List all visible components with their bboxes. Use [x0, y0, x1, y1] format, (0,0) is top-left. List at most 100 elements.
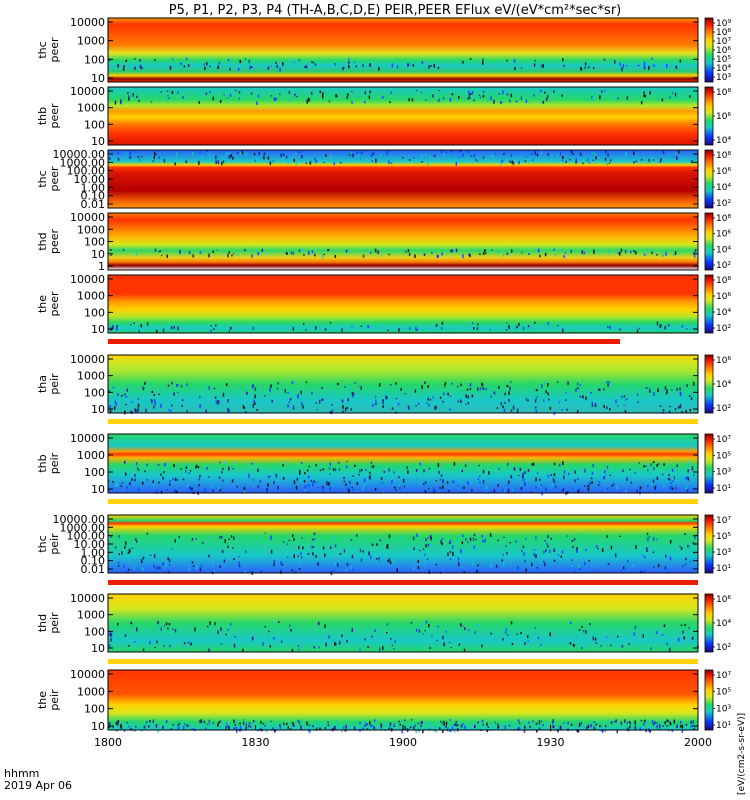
- noise-speck: [640, 158, 643, 161]
- panel-1-spectrogram: [108, 18, 698, 82]
- noise-speck: [591, 481, 593, 484]
- y-tick-label: 10.00: [74, 173, 106, 186]
- noise-speck: [206, 625, 209, 628]
- noise-speck: [603, 404, 605, 408]
- noise-speck: [592, 636, 595, 641]
- noise-speck: [421, 161, 423, 163]
- noise-speck: [607, 383, 609, 387]
- noise-speck: [187, 725, 190, 727]
- noise-speck: [250, 66, 253, 69]
- noise-speck: [676, 724, 678, 728]
- noise-speck: [648, 536, 651, 538]
- noise-speck: [233, 720, 235, 724]
- noise-speck: [167, 557, 169, 560]
- noise-speck: [312, 61, 315, 64]
- noise-speck: [468, 629, 470, 631]
- noise-speck: [524, 560, 526, 562]
- panel-4-ylabel: thd peer: [36, 229, 61, 255]
- noise-speck: [452, 480, 454, 483]
- noise-speck: [672, 92, 674, 94]
- noise-speck: [535, 477, 537, 482]
- noise-speck: [652, 537, 655, 541]
- colorbar-tick-label: 10³: [716, 548, 731, 558]
- noise-speck: [345, 568, 347, 572]
- noise-speck: [524, 725, 526, 729]
- noise-speck: [399, 720, 402, 723]
- noise-speck: [505, 557, 507, 560]
- noise-speck: [666, 389, 668, 394]
- noise-speck: [244, 58, 247, 60]
- noise-speck: [485, 485, 488, 490]
- noise-speck: [227, 399, 229, 403]
- noise-speck: [270, 95, 273, 97]
- noise-speck: [634, 720, 636, 724]
- noise-speck: [479, 96, 482, 98]
- noise-speck: [365, 722, 367, 727]
- noise-speck: [650, 463, 652, 467]
- noise-speck: [232, 547, 234, 549]
- noise-speck: [552, 478, 555, 481]
- noise-speck: [449, 551, 452, 553]
- noise-speck: [382, 399, 384, 402]
- noise-speck: [670, 482, 672, 484]
- noise-speck: [237, 67, 240, 71]
- noise-speck: [419, 483, 422, 486]
- noise-speck: [608, 474, 610, 477]
- noise-speck: [366, 723, 369, 725]
- noise-speck: [207, 548, 209, 551]
- noise-speck: [639, 487, 641, 490]
- noise-speck: [352, 475, 354, 477]
- noise-speck: [375, 402, 377, 406]
- noise-speck: [665, 554, 667, 558]
- noise-speck: [351, 555, 354, 559]
- noise-speck: [188, 567, 191, 572]
- noise-speck: [165, 622, 168, 626]
- noise-speck: [428, 65, 430, 69]
- noise-speck: [426, 558, 429, 560]
- noise-speck: [178, 536, 180, 539]
- noise-speck: [527, 325, 530, 328]
- noise-speck: [473, 545, 475, 549]
- noise-speck: [491, 249, 493, 251]
- noise-speck: [177, 541, 180, 544]
- noise-speck: [395, 382, 397, 385]
- noise-speck: [230, 535, 233, 538]
- noise-speck: [302, 546, 304, 550]
- noise-speck: [206, 467, 208, 470]
- noise-speck: [639, 401, 642, 406]
- noise-speck: [557, 729, 559, 733]
- noise-speck: [544, 382, 547, 385]
- noise-speck: [398, 720, 400, 723]
- noise-speck: [659, 724, 661, 729]
- noise-speck: [393, 723, 396, 725]
- noise-speck: [377, 250, 379, 255]
- noise-speck: [634, 728, 636, 731]
- colorbar-tick-label: 10⁷: [716, 37, 731, 47]
- noise-speck: [689, 95, 691, 98]
- noise-speck: [504, 392, 506, 396]
- noise-speck: [357, 67, 359, 71]
- noise-speck: [631, 383, 634, 385]
- noise-speck: [306, 384, 308, 386]
- noise-speck: [622, 469, 624, 472]
- noise-speck: [222, 468, 224, 470]
- noise-speck: [318, 646, 320, 649]
- noise-speck: [136, 627, 138, 632]
- noise-speck: [511, 728, 514, 730]
- noise-speck: [162, 567, 165, 569]
- noise-speck: [465, 158, 468, 160]
- noise-speck: [680, 550, 682, 553]
- data-availability-bar: [108, 659, 698, 664]
- noise-speck: [461, 541, 464, 545]
- noise-speck: [112, 325, 114, 330]
- noise-speck: [198, 101, 200, 104]
- noise-speck: [167, 384, 170, 387]
- noise-speck: [428, 471, 430, 473]
- noise-speck: [545, 549, 547, 552]
- noise-speck: [293, 537, 295, 541]
- noise-speck: [158, 251, 160, 253]
- noise-speck: [130, 321, 133, 325]
- noise-speck: [225, 152, 228, 154]
- noise-speck: [481, 383, 484, 387]
